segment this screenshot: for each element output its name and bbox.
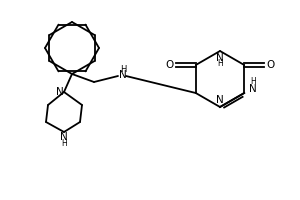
Text: N: N: [60, 132, 68, 142]
Text: N: N: [249, 84, 257, 94]
Text: O: O: [166, 60, 174, 70]
Text: O: O: [266, 60, 275, 70]
Text: H: H: [217, 60, 223, 68]
Text: N: N: [216, 95, 224, 105]
Text: N: N: [216, 53, 224, 63]
Text: N: N: [119, 70, 127, 80]
Text: N: N: [56, 87, 64, 97]
Text: H: H: [61, 138, 67, 148]
Text: H: H: [120, 64, 126, 73]
Text: H: H: [250, 77, 256, 86]
